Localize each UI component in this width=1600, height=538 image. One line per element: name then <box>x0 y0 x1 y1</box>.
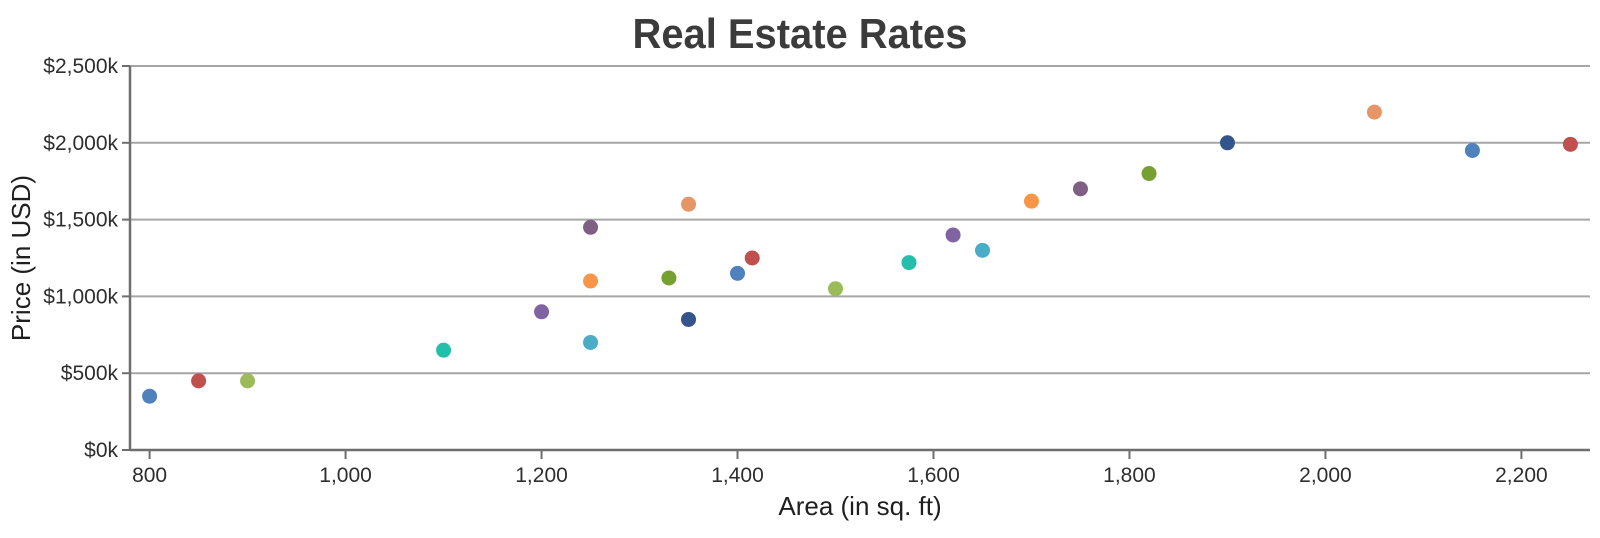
data-point[interactable] <box>945 227 961 243</box>
data-point[interactable] <box>142 388 158 404</box>
x-tick-label: 800 <box>132 464 167 487</box>
data-points <box>142 104 1578 404</box>
y-axis-title: Price (in USD) <box>6 175 36 341</box>
data-point[interactable] <box>730 265 746 281</box>
data-point[interactable] <box>974 242 990 258</box>
data-point[interactable] <box>1464 142 1480 158</box>
tick-labels: $0k $500k $1,000k $1,500k $2,000k $2,500k 800 1… <box>43 55 1547 487</box>
x-tick-label: 1,600 <box>907 464 960 487</box>
data-point[interactable] <box>744 250 760 266</box>
data-point[interactable] <box>661 270 677 286</box>
gridlines <box>130 65 1590 375</box>
data-point[interactable] <box>681 196 697 212</box>
data-point[interactable] <box>828 281 844 297</box>
x-tick-label: 1,800 <box>1103 464 1156 487</box>
x-tick-label: 2,200 <box>1495 464 1548 487</box>
data-point[interactable] <box>240 373 256 389</box>
x-axis-title: Area (in sq. ft) <box>778 491 941 521</box>
chart-title: Real Estate Rates <box>632 10 968 57</box>
y-tick-label: $500k <box>61 362 119 385</box>
data-point[interactable] <box>1562 136 1578 152</box>
y-tick-label: $0k <box>84 439 118 462</box>
data-point[interactable] <box>901 255 917 271</box>
data-point[interactable] <box>1023 193 1039 209</box>
data-point[interactable] <box>583 219 599 235</box>
data-point[interactable] <box>1072 181 1088 197</box>
x-tick-label: 1,200 <box>515 464 568 487</box>
axes <box>122 65 1590 459</box>
data-point[interactable] <box>1366 104 1382 120</box>
data-point[interactable] <box>681 311 697 327</box>
x-tick-label: 1,000 <box>319 464 372 487</box>
data-point[interactable] <box>1219 135 1235 151</box>
data-point[interactable] <box>436 342 452 358</box>
y-tick-label: $2,500k <box>43 55 118 78</box>
data-point[interactable] <box>534 304 550 320</box>
y-tick-label: $1,000k <box>43 285 118 308</box>
y-tick-label: $1,500k <box>43 209 118 232</box>
data-point[interactable] <box>583 273 599 289</box>
x-tick-label: 2,000 <box>1299 464 1352 487</box>
data-point[interactable] <box>1141 166 1157 182</box>
x-tick-label: 1,400 <box>711 464 764 487</box>
data-point[interactable] <box>583 334 599 350</box>
y-tick-label: $2,000k <box>43 132 118 155</box>
data-point[interactable] <box>191 373 207 389</box>
